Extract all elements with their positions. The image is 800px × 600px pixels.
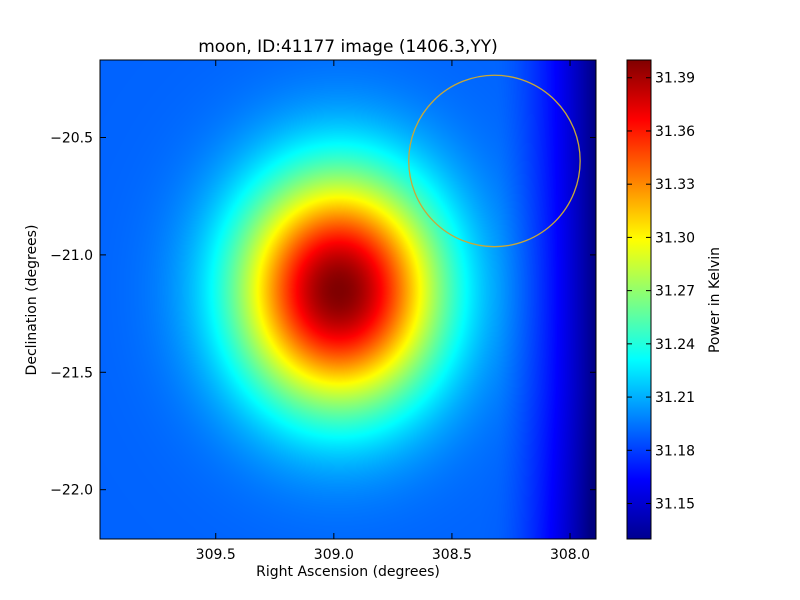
colorbar-ticks: 31.15 31.18 31.21 31.24 31.27 31.30 31.33 31.36…	[627, 71, 695, 513]
x-tick-label: 308.5	[432, 547, 472, 563]
colorbar-tick-label: 31.39	[655, 71, 695, 87]
x-axis-label: Right Ascension (degrees)	[256, 564, 440, 580]
plot-frame	[99, 59, 597, 540]
plot-area	[100, 60, 596, 539]
colorbar-tick-label: 31.24	[655, 337, 695, 353]
colorbar	[626, 59, 652, 540]
y-tick-label: −21.0	[50, 248, 93, 264]
colorbar-tick-label: 31.36	[655, 124, 695, 140]
colorbar-tick-label: 31.21	[655, 390, 695, 406]
colorbar-label: Power in Kelvin	[707, 247, 723, 353]
colorbar-tick-label: 31.30	[655, 230, 695, 246]
x-tick-label: 309.0	[314, 547, 354, 563]
y-tick-label: −22.0	[50, 483, 93, 499]
x-tick-label: 308.0	[550, 547, 590, 563]
x-tick-label: 309.5	[196, 547, 236, 563]
y-tick-label: −21.5	[50, 365, 93, 381]
circle-marker	[408, 74, 581, 248]
chart-title: moon, ID:41177 image (1406.3,YY)	[198, 37, 498, 57]
colorbar-tick-label: 31.27	[655, 284, 695, 300]
y-axis-label: Declination (degrees)	[24, 225, 40, 376]
colorbar-tick-label: 31.33	[655, 177, 695, 193]
heatmap-image	[100, 60, 596, 539]
colorbar-tick-label: 31.15	[655, 497, 695, 513]
y-axis: −20.5 −21.0 −21.5 −22.0	[50, 130, 596, 499]
marker-layer	[408, 74, 581, 248]
colorbar-tick-label: 31.18	[655, 443, 695, 459]
y-tick-label: −20.5	[50, 130, 93, 146]
x-axis: 309.5 309.0 308.5 308.0	[196, 60, 590, 563]
